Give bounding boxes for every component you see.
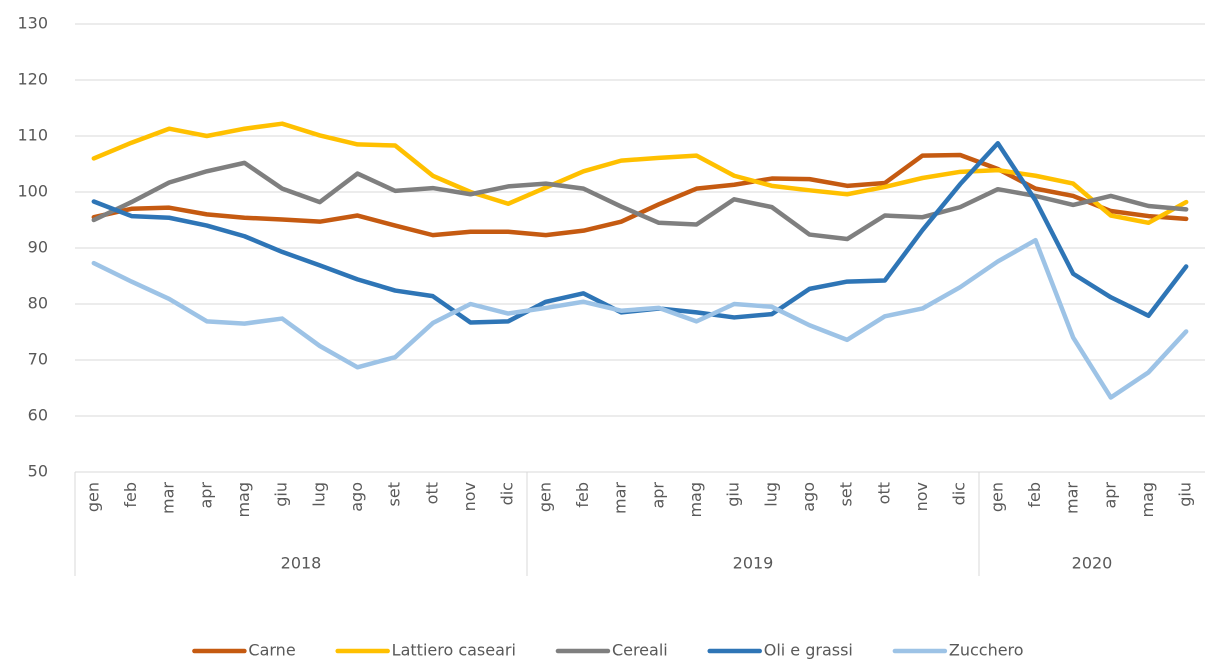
y-tick-label: 50 [28,462,48,481]
x-tick-label: mar [159,482,178,514]
x-tick-label: set [837,482,856,506]
x-tick-label: gen [83,482,102,512]
legend-label: Zucchero [949,641,1024,660]
y-tick-label: 130 [17,14,48,33]
group-label: 2020 [1072,554,1113,573]
x-tick-label: gen [987,482,1006,512]
x-tick-label: dic [498,482,517,505]
x-tick-label: apr [648,482,667,509]
x-tick-label: ott [874,482,893,504]
x-tick-label: feb [573,482,592,508]
legend-label: Carne [248,641,295,660]
series-line [91,160,1189,242]
x-tick-label: mag [1138,482,1157,518]
series-line [91,121,1189,226]
x-tick-label: feb [1025,482,1044,508]
x-tick-label: mar [1063,482,1082,514]
y-tick-label: 70 [28,350,48,369]
x-tick-label: ott [422,482,441,504]
x-tick-label: ago [799,482,818,512]
x-tick-label: set [385,482,404,506]
y-tick-label: 80 [28,294,48,313]
y-tick-label: 120 [17,70,48,89]
x-tick-label: gen [535,482,554,512]
x-tick-label: giu [724,482,743,507]
legend-label: Lattiero caseari [392,641,516,660]
legend-label: Cereali [612,641,668,660]
x-tick-label: mag [686,482,705,518]
x-tick-label: mag [234,482,253,518]
series-line [91,237,1189,400]
x-tick-label: ago [347,482,366,512]
legend-label: Oli e grassi [764,641,853,660]
group-label: 2019 [733,554,774,573]
x-tick-label: lug [761,482,780,507]
x-tick-label: feb [121,482,140,508]
x-tick-label: mar [611,482,630,514]
x-tick-label: apr [196,482,215,509]
y-tick-label: 110 [17,126,48,145]
x-tick-label: dic [950,482,969,505]
x-tick-label: apr [1100,482,1119,509]
y-tick-label: 100 [17,182,48,201]
x-tick-label: giu [1176,482,1195,507]
group-label: 2018 [281,554,322,573]
x-tick-label: nov [460,482,479,511]
y-tick-label: 90 [28,238,48,257]
x-tick-label: giu [272,482,291,507]
x-tick-label: lug [309,482,328,507]
y-tick-label: 60 [28,406,48,425]
x-tick-label: nov [912,482,931,511]
